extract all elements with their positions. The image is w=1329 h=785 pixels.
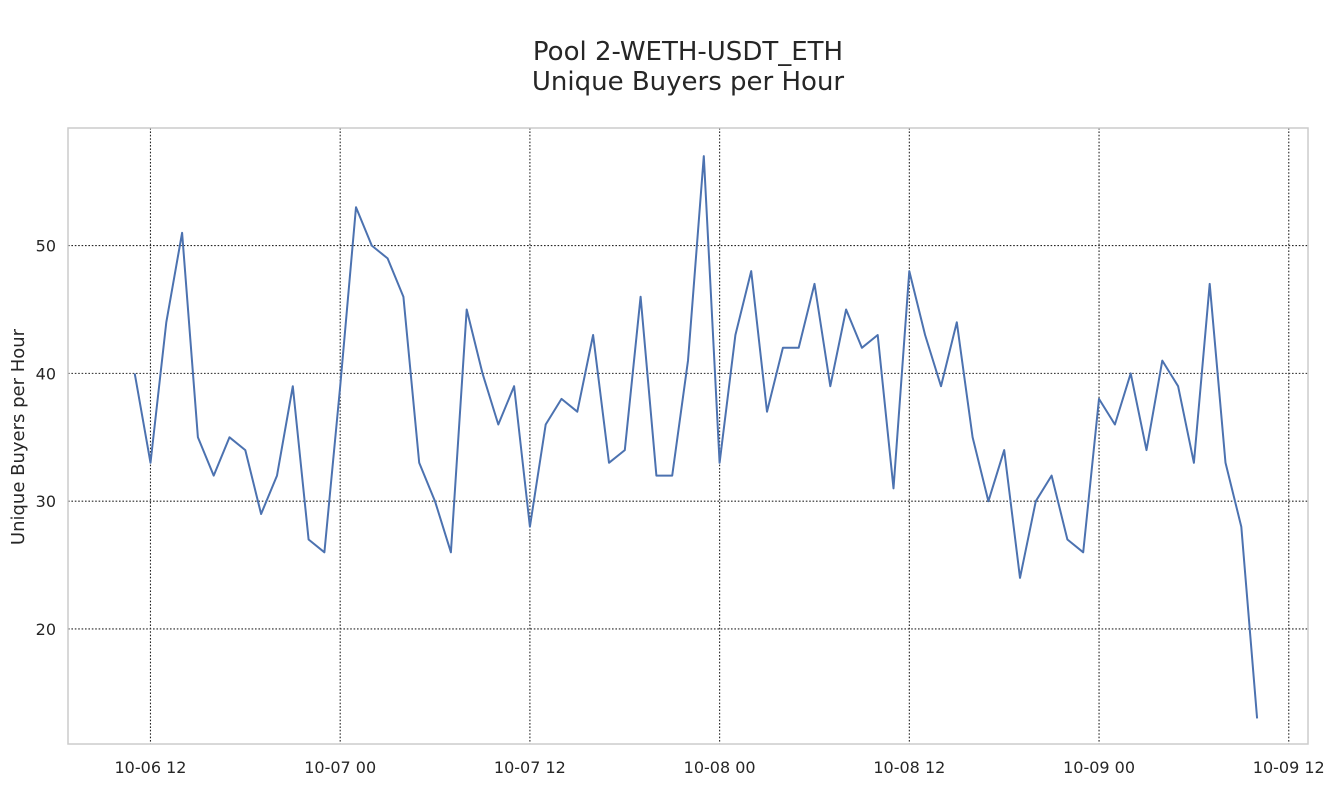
y-tick-labels: 20 30 40 50: [36, 237, 56, 639]
x-tick-label: 10-09 00: [1063, 758, 1135, 777]
y-tick-label: 20: [36, 620, 56, 639]
grid-lines: [68, 128, 1308, 744]
plot-frame: [67, 127, 1309, 745]
chart-subtitle: Unique Buyers per Hour: [532, 67, 845, 97]
y-axis-label: Unique Buyers per Hour: [8, 328, 29, 545]
x-tick-label: 10-08 00: [684, 758, 756, 777]
x-tick-label: 10-09 12: [1253, 758, 1325, 777]
x-tick-label: 10-07 12: [494, 758, 566, 777]
x-tick-label: 10-07 00: [304, 758, 376, 777]
x-tick-label: 10-08 12: [873, 758, 945, 777]
chart-title: Pool 2-WETH-USDT_ETH: [533, 37, 843, 67]
y-tick-label: 40: [36, 364, 56, 383]
x-tick-label: 10-06 12: [115, 758, 187, 777]
y-tick-label: 30: [36, 492, 56, 511]
y-tick-label: 50: [36, 237, 56, 256]
x-tick-labels: 10-06 12 10-07 00 10-07 12 10-08 00 10-08 12…: [115, 758, 1325, 777]
series-line: [133, 155, 1259, 719]
